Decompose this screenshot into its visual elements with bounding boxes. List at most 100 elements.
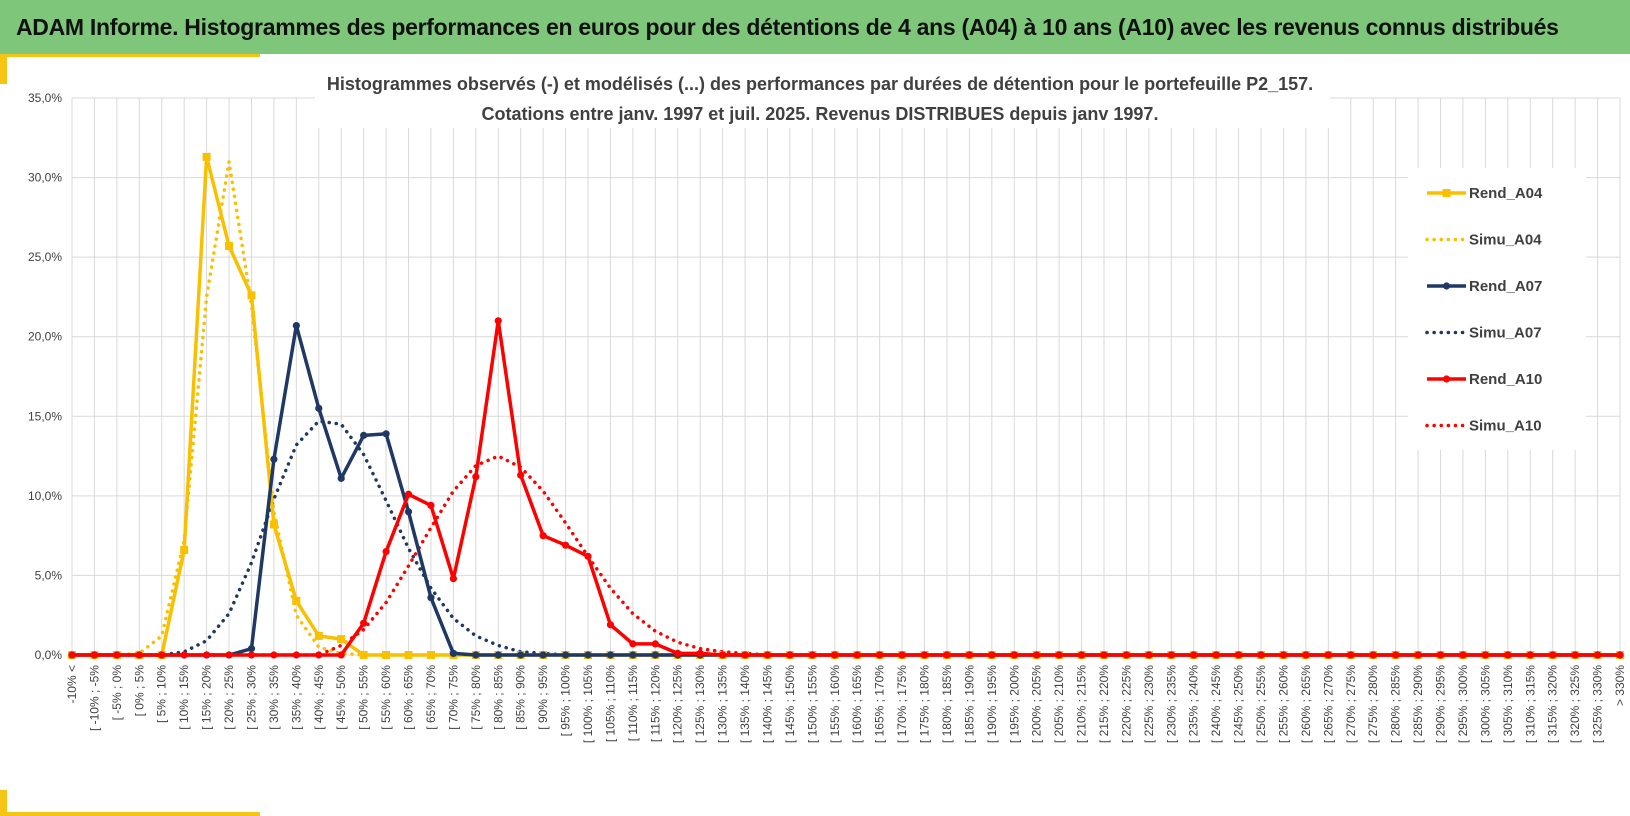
x-tick-label: [ 295% ; 300% xyxy=(1456,665,1470,743)
accent-bar-top xyxy=(0,54,260,57)
data-point xyxy=(965,651,973,659)
data-point xyxy=(494,651,502,659)
data-point xyxy=(247,291,256,300)
data-point xyxy=(270,651,278,659)
legend-item-Rend_A04: Rend_A04 xyxy=(1427,185,1543,202)
data-point xyxy=(1167,651,1175,659)
data-point xyxy=(203,651,211,659)
data-point xyxy=(382,547,390,556)
y-tick-label: 0,0% xyxy=(35,648,63,662)
x-tick-label: [ 240% ; 245% xyxy=(1209,665,1223,743)
x-tick-label: [ 150% ; 155% xyxy=(805,665,819,743)
data-point xyxy=(404,490,413,498)
x-tick-label: [ 280% ; 285% xyxy=(1389,665,1403,743)
data-point xyxy=(404,651,413,659)
legend-label: Rend_A04 xyxy=(1469,185,1543,202)
legend-item-Rend_A10: Rend_A10 xyxy=(1427,371,1542,388)
data-point xyxy=(1616,651,1624,659)
chart-title-line-2: Cotations entre janv. 1997 et juil. 2025… xyxy=(482,104,1159,124)
accent-corner-top xyxy=(0,54,7,84)
x-tick-label: [ 215% ; 220% xyxy=(1097,665,1111,743)
data-point xyxy=(1549,651,1557,659)
x-tick-label: > 330% xyxy=(1613,665,1627,706)
data-point xyxy=(292,651,300,659)
data-point xyxy=(539,532,547,540)
legend-item-Simu_A07: Simu_A07 xyxy=(1425,325,1542,342)
x-tick-label: [ 110% ; 115% xyxy=(626,665,640,742)
x-tick-label: [ 75% ; 80% xyxy=(469,665,483,730)
series-line-Rend_A04 xyxy=(72,155,1620,657)
data-point xyxy=(629,640,637,648)
series-line-Rend_A07 xyxy=(72,323,1620,657)
data-point xyxy=(1235,651,1243,659)
data-point xyxy=(1369,651,1377,659)
chart-frame xyxy=(0,54,1630,816)
data-point xyxy=(270,455,278,463)
data-point xyxy=(225,242,234,251)
series-line-Rend_A10 xyxy=(72,319,1620,657)
data-point xyxy=(315,651,323,659)
data-point xyxy=(674,649,682,658)
data-point xyxy=(360,431,368,439)
data-point xyxy=(561,541,570,549)
y-tick-label: 30,0% xyxy=(28,171,62,185)
x-axis-ticks: -10% < [ -10% ; -5% [ -5% ; 0% [ 0% ; 5% [ 5… xyxy=(65,665,1627,743)
data-point xyxy=(651,651,659,659)
data-point xyxy=(1414,651,1422,659)
x-tick-label: [ 140% ; 145% xyxy=(760,665,774,743)
x-tick-label: [ 5% ; 10% xyxy=(155,665,169,723)
x-tick-label: [ 300% ; 305% xyxy=(1478,665,1492,743)
data-point xyxy=(494,317,502,325)
data-point xyxy=(1504,651,1512,659)
data-point xyxy=(314,631,323,640)
data-point xyxy=(517,651,525,659)
legend-label: Simu_A07 xyxy=(1469,325,1542,342)
data-point xyxy=(1190,651,1198,659)
x-tick-label: [ 60% ; 65% xyxy=(402,665,416,730)
x-tick-label: [ 210% ; 215% xyxy=(1075,665,1089,743)
y-tick-label: 15,0% xyxy=(28,409,62,423)
x-tick-label: [ 90% ; 95% xyxy=(536,665,550,730)
data-point xyxy=(920,651,929,659)
report-banner: ADAM Informe. Histogrammes des performan… xyxy=(0,0,1630,54)
legend-label: Rend_A07 xyxy=(1469,278,1542,295)
x-tick-label: [ 100% ; 105% xyxy=(581,665,595,743)
data-point xyxy=(202,152,211,161)
data-point xyxy=(359,651,368,659)
x-tick-label: [ 260% ; 265% xyxy=(1299,665,1313,743)
data-point xyxy=(113,651,121,659)
data-point xyxy=(449,575,457,583)
x-tick-label: [ 105% ; 110% xyxy=(603,665,617,742)
data-point xyxy=(584,552,592,560)
data-point xyxy=(426,651,435,659)
data-point xyxy=(382,651,391,659)
x-tick-label: [ 135% ; 140% xyxy=(738,665,752,743)
title-background xyxy=(315,70,1330,128)
accent-bar-bottom xyxy=(0,812,260,816)
data-point xyxy=(1593,651,1602,659)
x-tick-label: [ 175% ; 180% xyxy=(918,665,932,743)
x-tick-label: [ 310% ; 315% xyxy=(1523,665,1537,743)
data-point xyxy=(763,651,772,659)
x-tick-label: [ 270% ; 275% xyxy=(1344,665,1358,743)
y-tick-label: 25,0% xyxy=(28,250,62,264)
data-point xyxy=(651,640,659,648)
data-point xyxy=(1436,651,1445,659)
x-tick-label: [ 185% ; 190% xyxy=(962,665,976,743)
x-tick-label: [ 70% ; 75% xyxy=(446,665,460,730)
data-point xyxy=(1122,651,1131,659)
x-tick-label: [ 145% ; 150% xyxy=(783,665,797,743)
legend-marker xyxy=(1442,189,1451,197)
x-tick-label: [ 35% ; 40% xyxy=(289,665,303,730)
x-tick-label: [ 130% ; 135% xyxy=(716,665,730,743)
data-point xyxy=(472,651,480,659)
x-tick-label: [ 30% ; 35% xyxy=(267,665,281,730)
x-tick-label: [ 190% ; 195% xyxy=(985,665,999,743)
accent-corner-bottom xyxy=(0,790,7,816)
series-line-Simu_A07 xyxy=(70,419,1622,657)
x-tick-label: [ 125% ; 130% xyxy=(693,665,707,743)
x-tick-label: [ 200% ; 205% xyxy=(1030,665,1044,743)
x-tick-label: [ 220% ; 225% xyxy=(1119,665,1133,743)
data-point xyxy=(629,651,637,659)
